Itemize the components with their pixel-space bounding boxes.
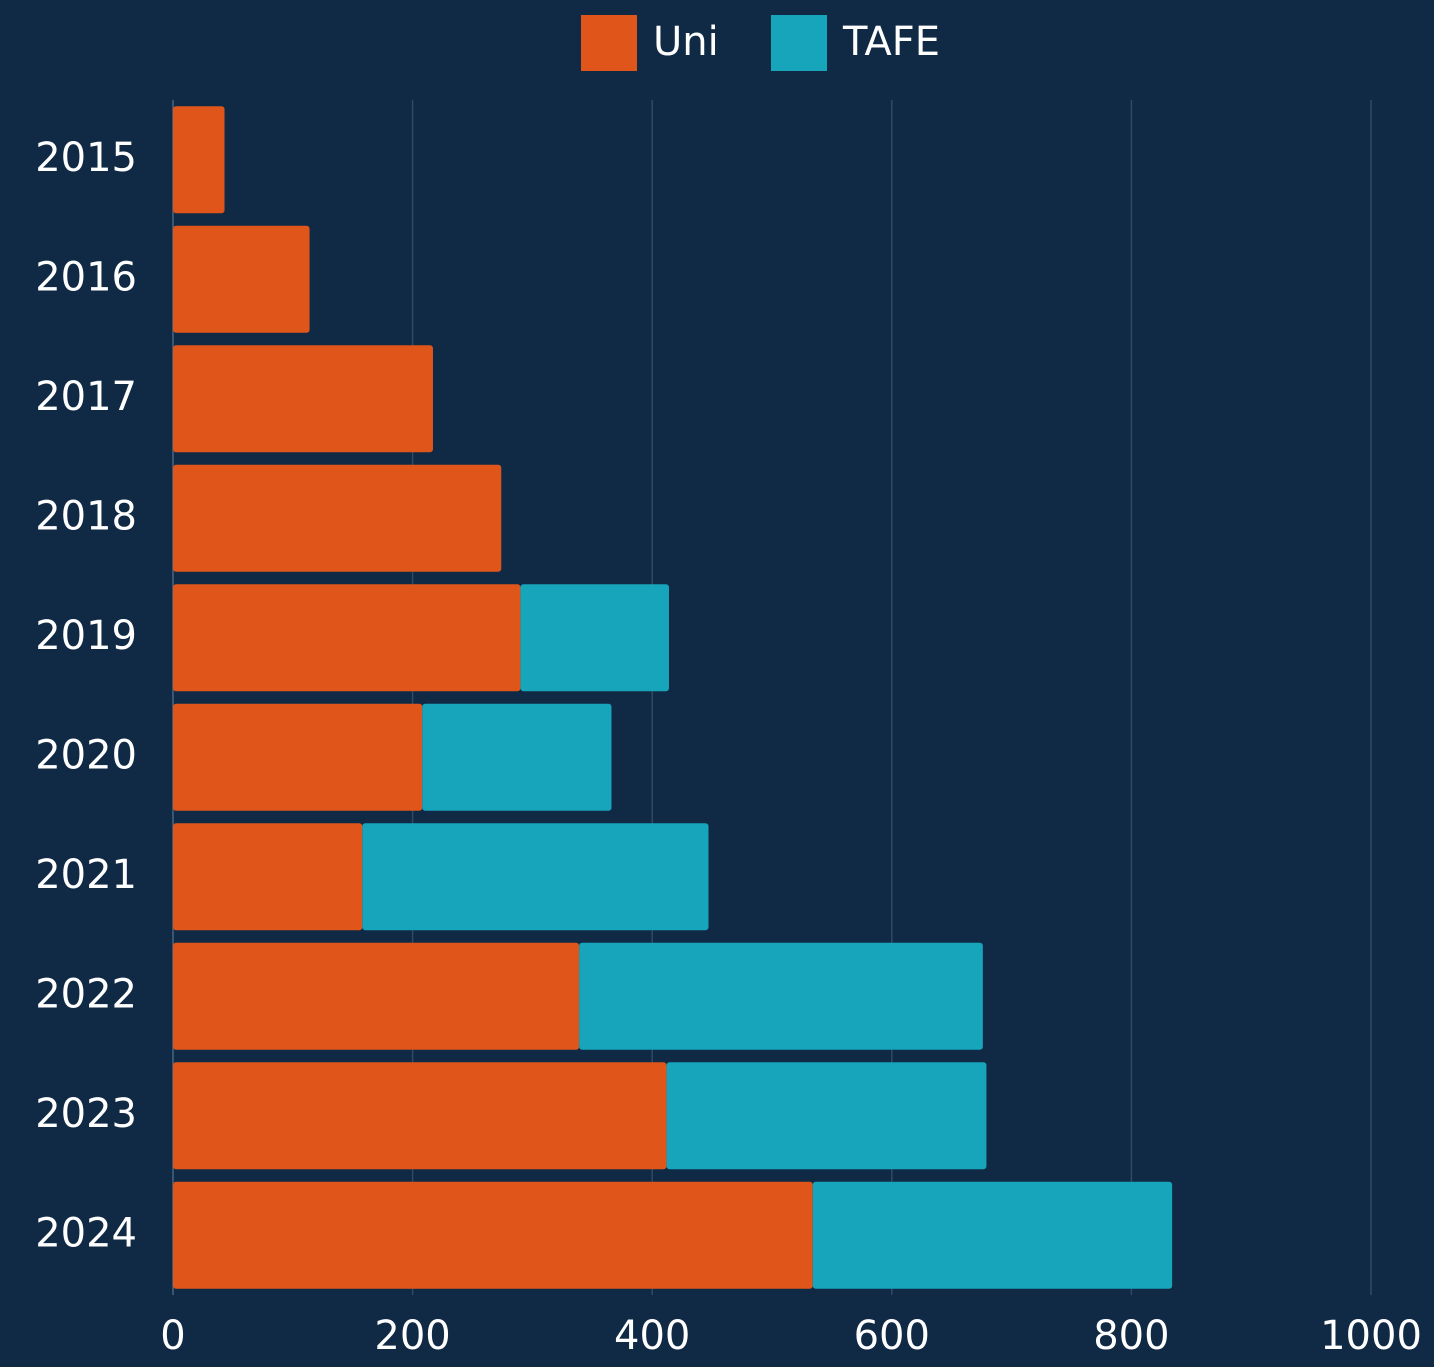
bar-segment — [173, 1062, 667, 1170]
legend-label: TAFE — [842, 19, 940, 65]
bar-segment — [173, 345, 433, 453]
x-tick-label: 1000 — [1320, 1313, 1422, 1359]
bar-segment — [173, 942, 580, 1050]
bar-segment — [812, 1181, 1173, 1289]
x-tick-label: 200 — [374, 1313, 450, 1359]
x-tick-label: 0 — [160, 1313, 185, 1359]
y-tick-label: 2020 — [35, 732, 137, 778]
bar-segment — [173, 1181, 813, 1289]
legend-swatch — [581, 15, 637, 71]
bar-segment — [422, 703, 612, 811]
legend-swatch — [771, 15, 827, 71]
y-tick-label: 2015 — [35, 135, 137, 181]
x-tick-label: 800 — [1093, 1313, 1169, 1359]
y-tick-label: 2016 — [35, 254, 137, 300]
y-tick-label: 2024 — [35, 1210, 137, 1256]
bar-segment — [362, 823, 709, 931]
x-tick-label: 600 — [854, 1313, 930, 1359]
bar-segment — [173, 703, 423, 811]
y-tick-label: 2019 — [35, 613, 137, 659]
bar-segment — [173, 225, 310, 333]
y-tick-label: 2021 — [35, 852, 137, 898]
bar-segment — [173, 106, 225, 214]
bar-segment — [579, 942, 983, 1050]
bar-segment — [173, 584, 521, 692]
y-tick-label: 2022 — [35, 971, 137, 1017]
legend-label: Uni — [653, 19, 719, 65]
bar-segment — [173, 464, 502, 572]
x-tick-label: 400 — [614, 1313, 690, 1359]
bar-segment — [666, 1062, 987, 1170]
bar-segment — [520, 584, 669, 692]
y-tick-label: 2017 — [35, 374, 137, 420]
y-tick-label: 2023 — [35, 1091, 137, 1137]
bar-segment — [173, 823, 363, 931]
y-tick-label: 2018 — [35, 493, 137, 539]
